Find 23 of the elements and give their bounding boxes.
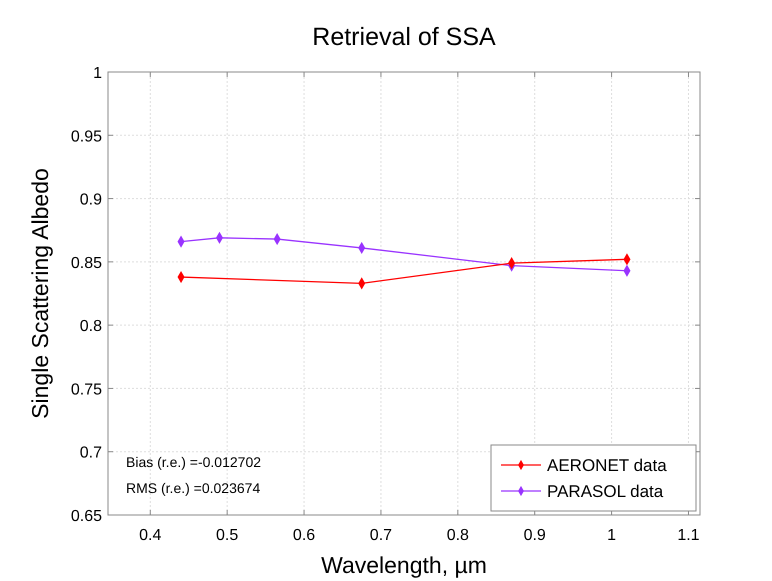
chart-title: Retrieval of SSA <box>312 23 496 51</box>
x-tick-label: 1.1 <box>677 527 700 544</box>
x-tick-label: 0.5 <box>216 527 238 544</box>
y-tick-label: 0.7 <box>80 444 102 462</box>
legend-label: PARASOL data <box>547 482 664 501</box>
x-axis-title: Wavelength, µm <box>321 552 487 578</box>
y-axis-title: Single Scattering Albedo <box>27 168 53 419</box>
y-tick-label: 0.95 <box>70 128 102 146</box>
y-tick-label: 1 <box>93 65 102 82</box>
y-tick-label: 0.75 <box>70 381 102 398</box>
y-tick-label: 0.9 <box>80 192 102 209</box>
annotation: Bias (r.e.) =-0.012702 <box>126 454 262 470</box>
annotation: RMS (r.e.) =0.023674 <box>126 480 260 496</box>
x-tick-label: 1 <box>607 527 616 544</box>
x-tick-label: 0.9 <box>524 527 546 544</box>
y-tick-label: 0.85 <box>70 254 102 272</box>
x-tick-label: 0.6 <box>292 527 316 544</box>
legend-label: AERONET data <box>547 456 668 475</box>
x-tick-label: 0.8 <box>446 527 470 544</box>
y-tick-label: 0.8 <box>80 318 102 336</box>
x-tick-label: 0.4 <box>139 527 162 544</box>
x-tick-label: 0.7 <box>370 527 392 544</box>
y-tick-label: 0.65 <box>70 508 102 525</box>
